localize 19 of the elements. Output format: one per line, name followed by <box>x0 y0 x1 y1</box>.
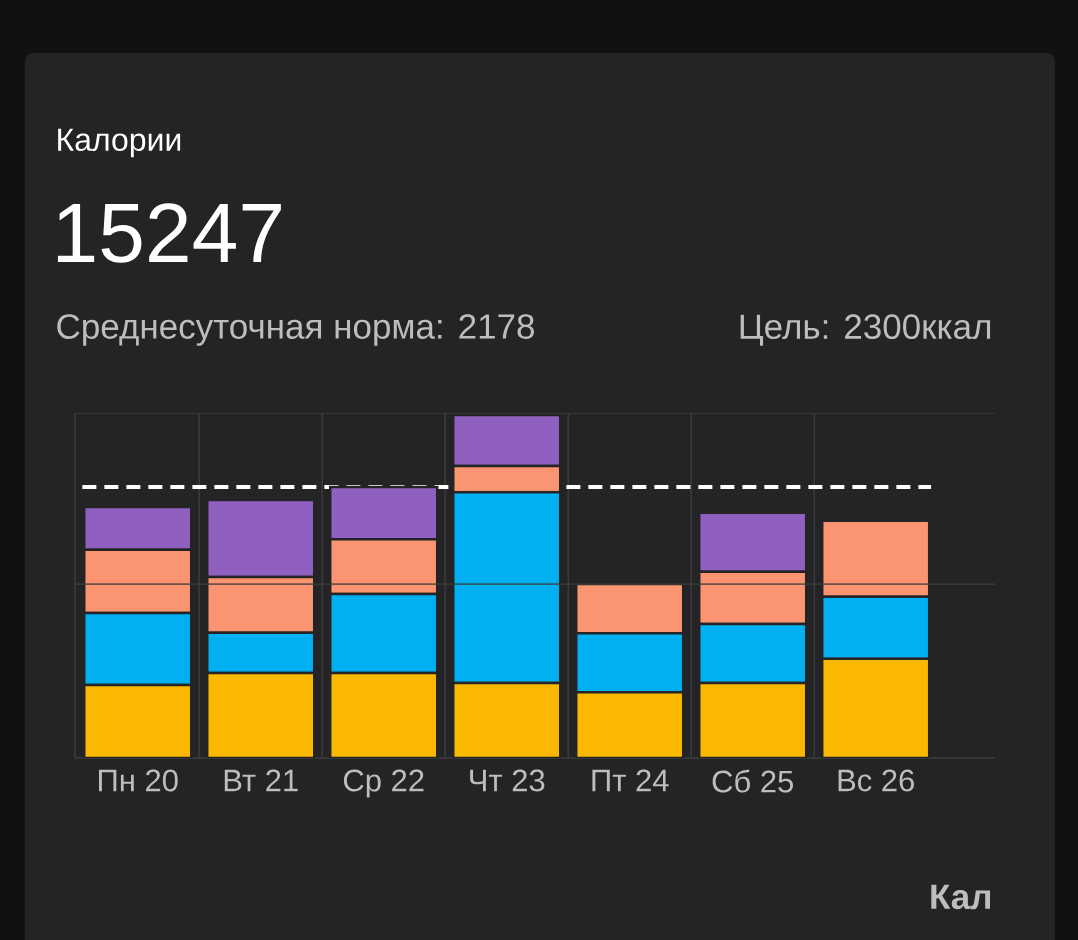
text: Цель: 2300ккал <box>740 314 991 346</box>
text: Среднесуточная норма: 2178 <box>57 314 534 346</box>
bar <box>82 683 193 758</box>
chart-title: Калории <box>58 128 181 158</box>
bar <box>328 671 439 758</box>
x-tick-label: Пт 24 <box>592 769 669 792</box>
bar <box>451 681 562 758</box>
chart-subtitle: 15247 <box>57 203 281 263</box>
x-tick-label: Сб 25 <box>712 769 793 793</box>
bar <box>574 690 685 758</box>
x-tick-label: Чт 23 <box>470 769 545 792</box>
bar <box>820 657 931 758</box>
x-tick-label: Пн 20 <box>98 769 178 792</box>
x-tick-label: Ср 22 <box>343 769 424 798</box>
x-tick-label: Вс 26 <box>838 769 914 792</box>
x-tick-label: Вт 21 <box>224 769 298 792</box>
text: Кал <box>931 884 991 910</box>
bar <box>697 681 808 758</box>
bar <box>205 671 316 758</box>
